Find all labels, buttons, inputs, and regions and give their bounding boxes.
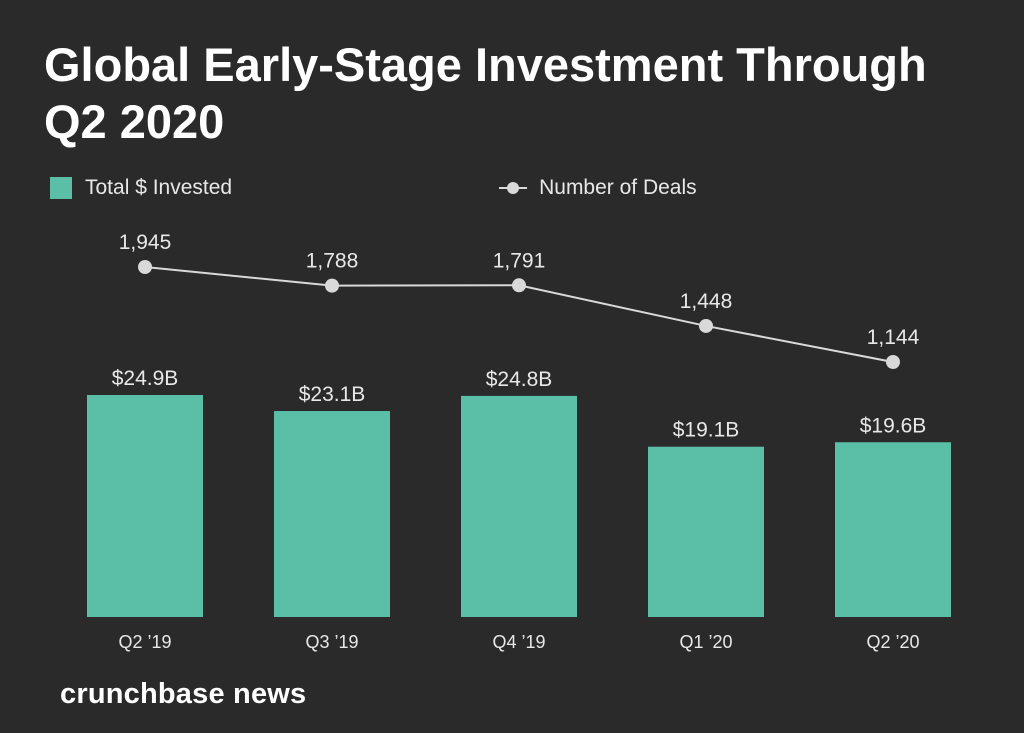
deals-value-label: 1,448 [680, 290, 733, 313]
legend-item-deals: Number of Deals [232, 176, 697, 200]
bar-value-label: $24.9B [112, 367, 179, 390]
deals-point [512, 278, 526, 293]
deals-point [138, 260, 152, 274]
chart-legend: Total $ Invested Number of Deals [50, 174, 697, 202]
bar-3 [648, 446, 764, 617]
x-tick-label: Q4 ’19 [492, 632, 545, 652]
deals-point [699, 318, 713, 333]
legend-line-marker [499, 182, 528, 194]
bar-value-label: $19.1B [673, 419, 740, 442]
legend-label-invested: Total $ Invested [85, 176, 233, 199]
deals-value-label: 1,945 [119, 231, 172, 254]
chart-title: Global Early-Stage Investment Through Q2… [44, 38, 927, 148]
brand-logo: crunchbase news [60, 678, 307, 710]
bar-4 [835, 442, 951, 617]
bar-value-label: $24.8B [486, 368, 553, 391]
bar-2 [461, 395, 577, 617]
deals-point [325, 278, 339, 293]
legend-bar-swatch [50, 177, 72, 199]
deals-value-label: 1,788 [306, 250, 359, 273]
deals-value-label: 1,791 [493, 249, 546, 272]
x-tick-label: Q3 ’19 [305, 632, 358, 652]
legend-label-deals: Number of Deals [539, 176, 697, 199]
x-tick-label: Q1 ’20 [679, 632, 732, 652]
deals-point [886, 355, 900, 369]
bar-0 [87, 395, 203, 617]
legend-item-invested: Total $ Invested [50, 176, 232, 200]
deals-value-label: 1,144 [867, 326, 920, 349]
bar-value-label: $23.1B [299, 383, 366, 406]
bar-1 [274, 411, 390, 617]
x-tick-label: Q2 ’20 [866, 632, 919, 652]
bar-value-label: $19.6B [860, 414, 927, 437]
x-tick-label: Q2 ’19 [118, 632, 171, 652]
